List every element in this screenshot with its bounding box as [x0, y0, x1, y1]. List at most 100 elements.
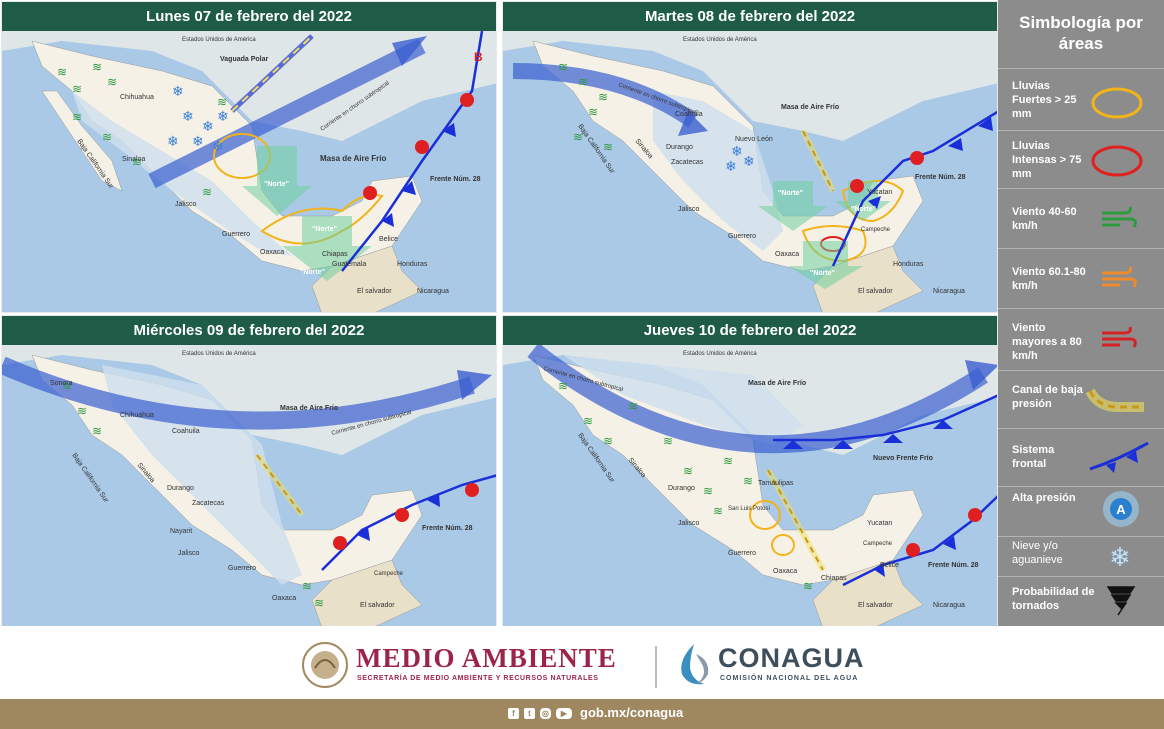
new-cold-front: [773, 394, 997, 442]
svg-text:≋: ≋: [217, 95, 227, 109]
legend-title: Simbología por áreas: [1019, 13, 1143, 53]
usa-land: [2, 31, 496, 141]
svg-text:Guerrero: Guerrero: [228, 565, 256, 572]
twitter-icon[interactable]: t: [524, 708, 535, 719]
svg-text:≋: ≋: [558, 60, 568, 74]
weather-map: ≋ ≋≋ ≋≋≋≋≋≋ ❄❄❄❄❄ ❄❄ Estados Unidos de Amér…: [2, 31, 496, 312]
weather-map: ≋≋≋≋≋ Estados Unidos de América Chihuahu…: [2, 345, 496, 626]
svg-text:Oaxaca: Oaxaca: [775, 251, 799, 258]
svg-text:≋: ≋: [588, 105, 598, 119]
svg-text:Masa de Aire Frío: Masa de Aire Frío: [280, 405, 338, 412]
svg-text:Frente Núm. 28: Frente Núm. 28: [915, 174, 966, 181]
brand-conagua: CONAGUA: [718, 643, 865, 673]
cold-front: [341, 31, 484, 272]
svg-text:❄: ❄: [172, 83, 184, 99]
svg-text:"Norte": "Norte": [851, 206, 876, 213]
svg-text:≋: ≋: [92, 60, 102, 74]
norte-arrow-1: [242, 146, 312, 216]
svg-text:Yucatan: Yucatan: [867, 189, 892, 196]
wind-orange-icon: [1102, 266, 1137, 288]
svg-text:≋: ≋: [302, 579, 312, 593]
jet-stream-arrow: [512, 63, 698, 128]
svg-text:≋: ≋: [107, 75, 117, 89]
svg-text:Yucatan: Yucatan: [867, 520, 892, 527]
jet-stream-arrowhead: [392, 36, 427, 66]
svg-text:A: A: [1116, 502, 1126, 517]
map-panel-wednesday: Miércoles 09 de febrero del 2022 ≋ ≋ ≋ ≋ ≋ E…: [1, 315, 497, 627]
gob-url-link[interactable]: gob.mx/conagua: [580, 705, 684, 720]
svg-text:Nayarit: Nayarit: [170, 528, 192, 535]
legend-item-wind-green: Viento 40-60 km/h: [998, 188, 1164, 248]
jet-stream-arrow: [2, 356, 475, 430]
svg-text:≋: ≋: [573, 130, 583, 144]
svg-text:Nicaragua: Nicaragua: [933, 602, 965, 609]
youtube-icon[interactable]: ▶: [556, 708, 572, 719]
instagram-icon[interactable]: ◎: [540, 708, 551, 719]
svg-text:Campeche: Campeche: [863, 541, 893, 547]
footer: [0, 626, 1164, 699]
yellow-ring-icon: [1091, 87, 1143, 119]
svg-text:Honduras: Honduras: [893, 261, 924, 268]
high-pressure-icon: A: [1103, 491, 1139, 527]
svg-text:≋: ≋: [628, 399, 638, 413]
svg-text:San Luis Potosí: San Luis Potosí: [728, 506, 770, 512]
panel-title: Jueves 10 de febrero del 2022: [503, 316, 997, 345]
svg-text:Belice: Belice: [379, 236, 398, 243]
svg-text:≋: ≋: [743, 474, 753, 488]
svg-text:≋: ≋: [72, 110, 82, 124]
panel-title: Martes 08 de febrero del 2022: [503, 2, 997, 31]
svg-text:≋: ≋: [72, 82, 82, 96]
svg-text:B: B: [474, 50, 483, 64]
jet-stream-arrow: [527, 345, 988, 454]
svg-text:❄: ❄: [725, 158, 737, 174]
svg-text:Jalisco: Jalisco: [678, 520, 700, 527]
tornado-icon: [1106, 586, 1136, 616]
svg-text:❄: ❄: [182, 108, 194, 124]
svg-text:Durango: Durango: [666, 144, 693, 151]
brand-medio-ambiente-subtitle: SECRETARÍA DE MEDIO AMBIENTE Y RECURSOS …: [357, 675, 599, 682]
svg-text:≋: ≋: [603, 434, 613, 448]
svg-text:Sonora: Sonora: [50, 380, 73, 387]
svg-text:Masa de Aire Frío: Masa de Aire Frío: [320, 154, 387, 163]
svg-text:≋: ≋: [713, 504, 723, 518]
footer-divider: [655, 646, 657, 688]
svg-text:❄: ❄: [167, 133, 179, 149]
red-ring-icon: [1091, 145, 1143, 177]
svg-text:Masa de Aire Frío: Masa de Aire Frío: [781, 104, 839, 111]
svg-text:Oaxaca: Oaxaca: [260, 249, 284, 256]
map-panel-thursday: Jueves 10 de febrero del 2022 ≋ ≋ ≋ ≋ ≋ ≋ ≋ ≋ ≋ ≋…: [502, 315, 998, 627]
jet-stream-arrow: [148, 38, 426, 189]
svg-text:Baja California Sur: Baja California Sur: [70, 452, 110, 504]
footer-bar: [0, 699, 1164, 729]
svg-text:Guatemala: Guatemala: [332, 261, 366, 268]
svg-text:Campeche: Campeche: [861, 227, 891, 233]
svg-text:≋: ≋: [683, 464, 693, 478]
svg-text:Nicaragua: Nicaragua: [933, 288, 965, 295]
norte-arrow-2: [282, 216, 372, 281]
svg-text:Chihuahua: Chihuahua: [120, 412, 154, 419]
svg-text:≋: ≋: [603, 140, 613, 154]
svg-text:El salvador: El salvador: [858, 602, 893, 609]
svg-text:Guerrero: Guerrero: [728, 233, 756, 240]
svg-text:Oaxaca: Oaxaca: [272, 595, 296, 602]
svg-text:❄: ❄: [731, 143, 743, 159]
svg-text:"Norte": "Norte": [300, 269, 325, 276]
legend-item-snow: Nieve y/o aguanieve ❄: [998, 536, 1164, 576]
svg-text:El salvador: El salvador: [858, 288, 893, 295]
svg-text:≋: ≋: [132, 155, 142, 169]
svg-text:Durango: Durango: [668, 485, 695, 492]
svg-text:El salvador: El salvador: [360, 602, 395, 609]
svg-text:Belice: Belice: [880, 562, 899, 569]
svg-text:Jalisco: Jalisco: [175, 201, 197, 208]
svg-text:❄: ❄: [743, 153, 755, 169]
panel-title: Lunes 07 de febrero del 2022: [2, 2, 496, 31]
panel-title: Miércoles 09 de febrero del 2022: [2, 316, 496, 345]
svg-text:≋: ≋: [558, 379, 568, 393]
coat-of-arms-logo: [302, 642, 348, 688]
facebook-icon[interactable]: f: [508, 708, 519, 719]
svg-text:≋: ≋: [663, 434, 673, 448]
svg-text:≋: ≋: [803, 579, 813, 593]
svg-text:Nicaragua: Nicaragua: [417, 288, 449, 295]
svg-text:≋: ≋: [57, 65, 67, 79]
svg-text:Zacatecas: Zacatecas: [671, 159, 704, 166]
